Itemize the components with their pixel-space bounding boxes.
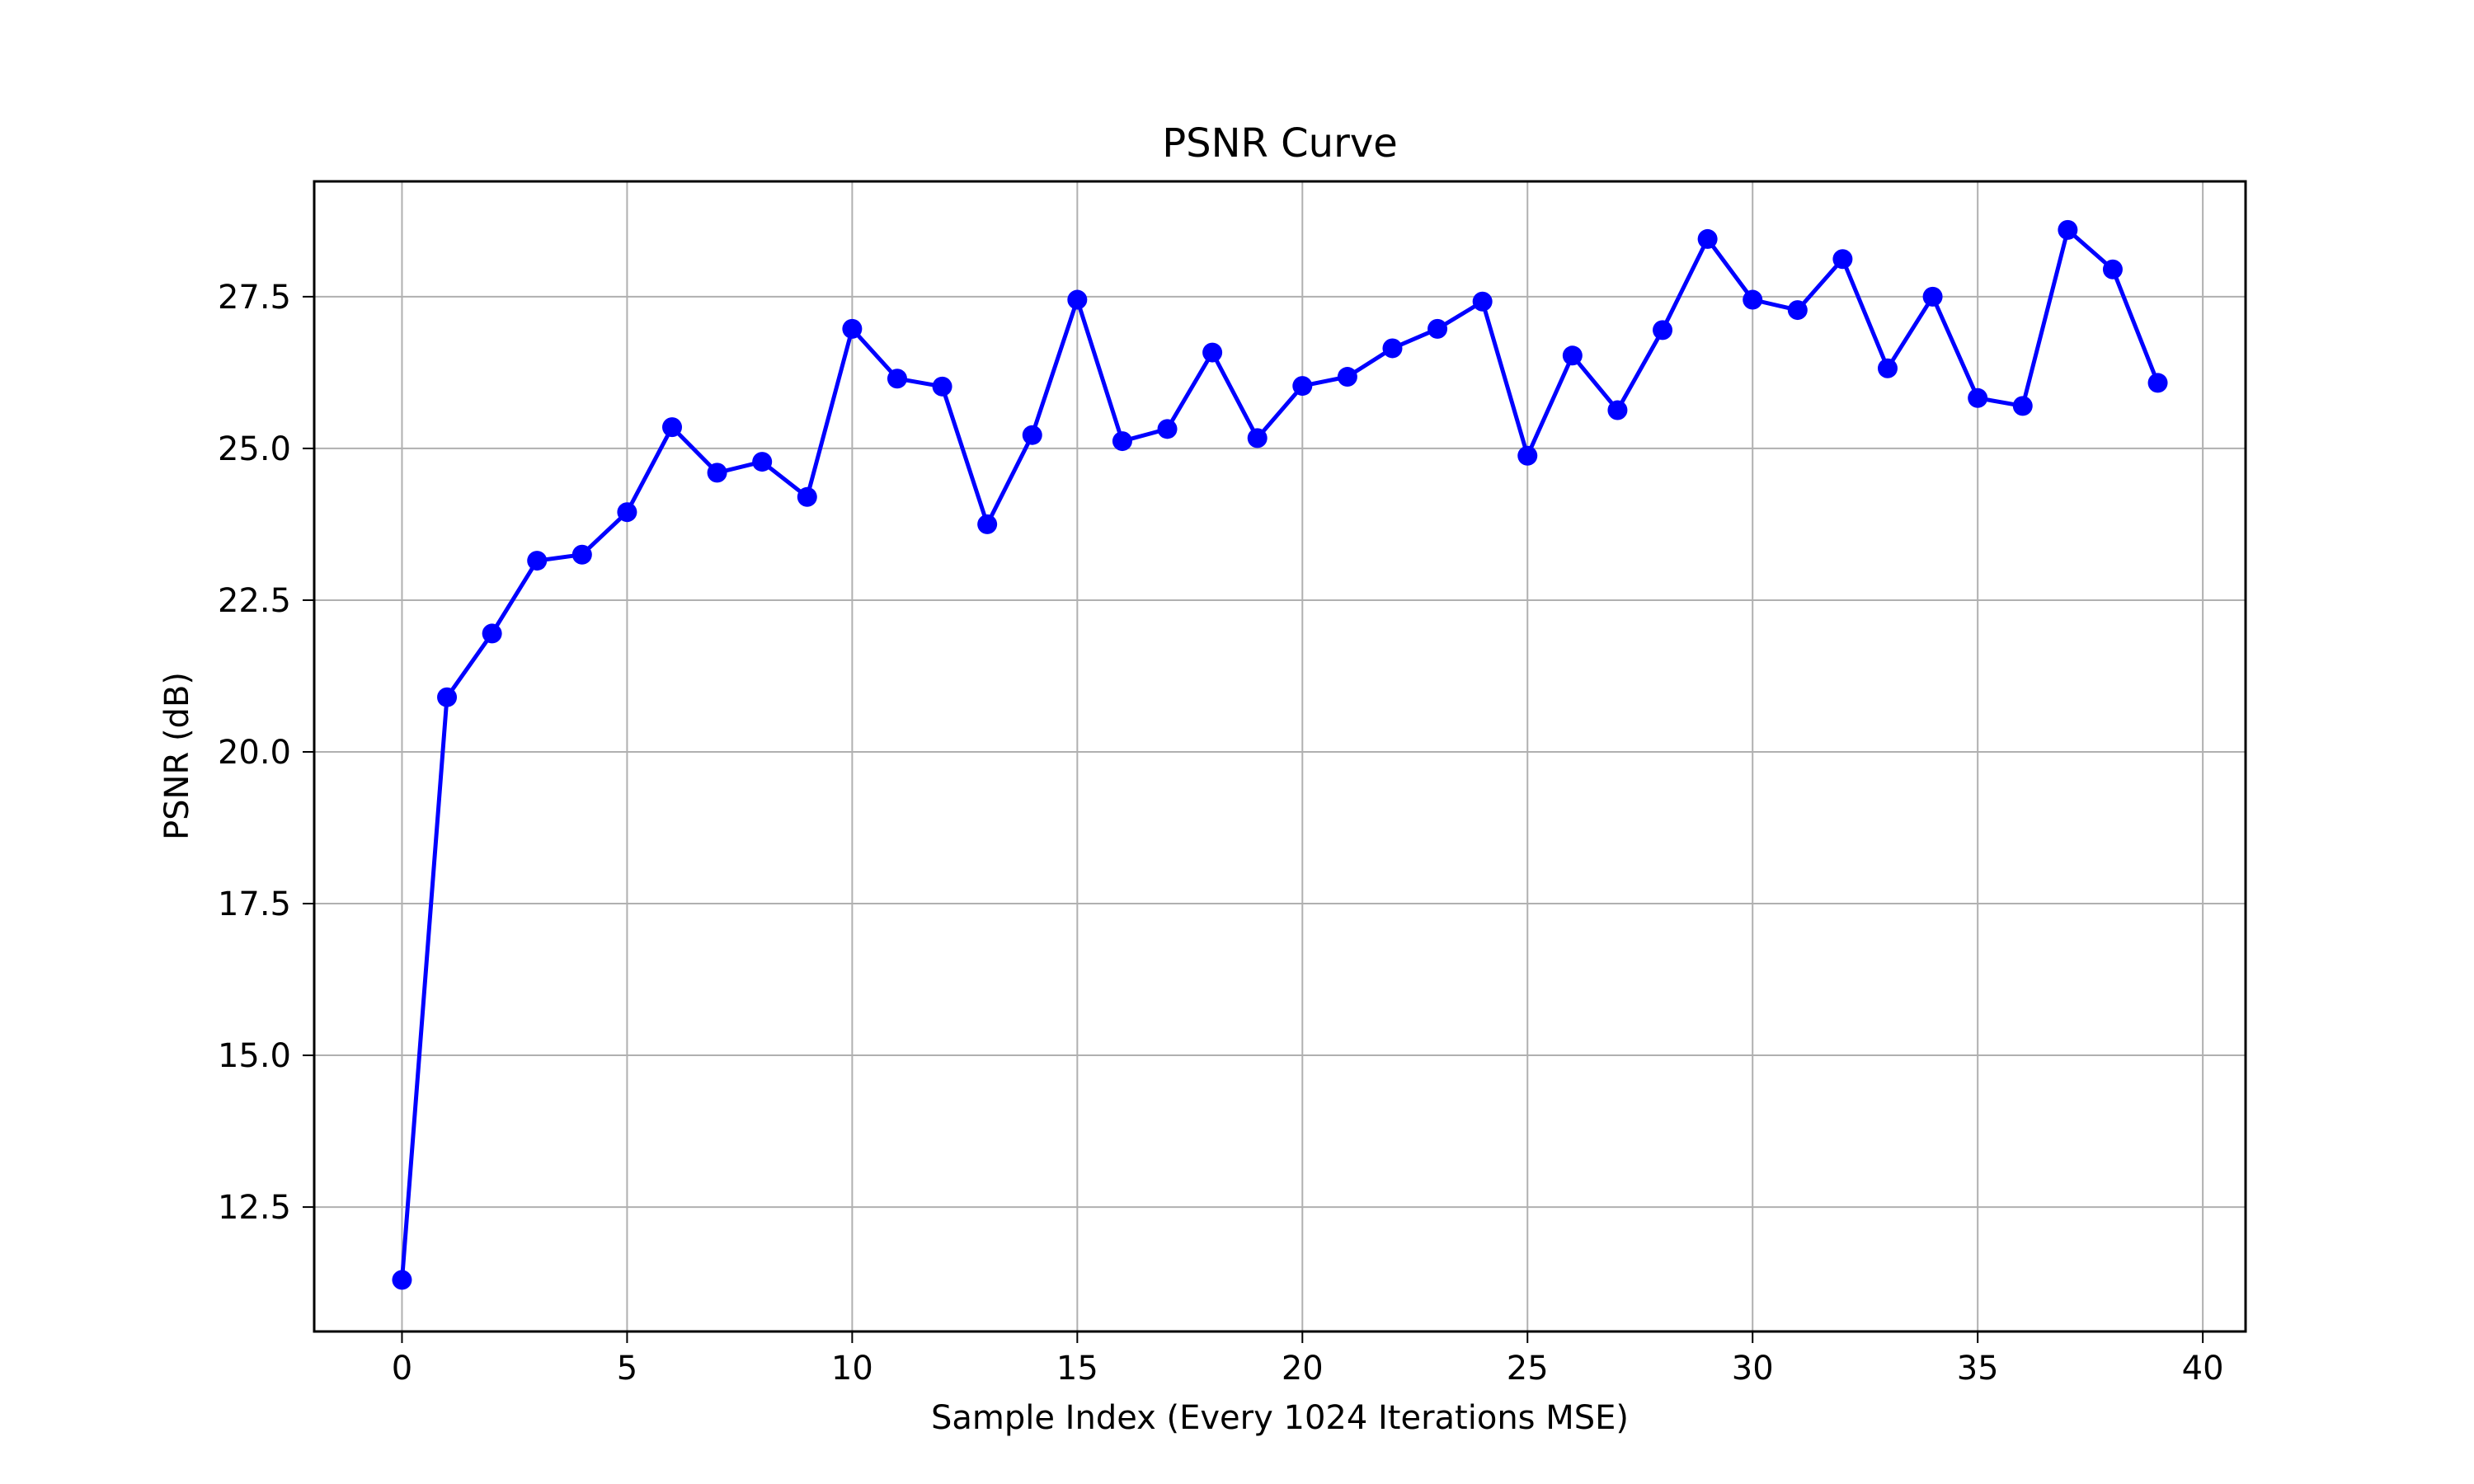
data-point-marker	[1022, 425, 1042, 445]
data-point-marker	[482, 623, 502, 644]
data-point-marker	[1517, 445, 1538, 466]
data-point-marker	[1382, 338, 1403, 359]
data-point-marker	[797, 486, 817, 507]
data-point-marker	[392, 1270, 412, 1290]
data-point-marker	[707, 463, 727, 483]
data-point-marker	[1968, 387, 1988, 408]
data-point-marker	[1562, 345, 1583, 366]
data-point-marker	[932, 376, 952, 397]
x-tick-label: 10	[831, 1350, 873, 1388]
x-tick-label: 25	[1507, 1350, 1549, 1388]
plot-frame	[313, 180, 2247, 1333]
y-tick-label: 27.5	[218, 279, 291, 317]
data-point-marker	[1877, 358, 1898, 378]
x-axis-label: Sample Index (Every 1024 Iterations MSE)	[931, 1399, 1629, 1437]
data-point-marker	[527, 551, 548, 571]
data-point-marker	[662, 417, 683, 438]
data-point-marker	[1743, 289, 1763, 310]
data-point-marker	[1202, 342, 1223, 363]
data-point-marker	[1922, 286, 1943, 307]
data-point-marker	[1427, 318, 1448, 339]
data-point-marker	[752, 452, 773, 472]
data-point-marker	[1292, 376, 1313, 397]
y-tick-label: 25.0	[218, 430, 291, 468]
data-point-marker	[437, 687, 458, 707]
data-point-marker	[1697, 228, 1718, 249]
x-tick-label: 0	[392, 1350, 412, 1388]
x-tick-label: 15	[1056, 1350, 1098, 1388]
data-point-marker	[1832, 249, 1853, 270]
data-point-marker	[1157, 419, 1178, 439]
data-point-marker	[1337, 367, 1357, 387]
x-tick-label: 30	[1732, 1350, 1774, 1388]
data-point-marker	[2058, 219, 2078, 240]
data-point-marker	[1787, 300, 1808, 321]
psnr-series-line	[400, 228, 2160, 1280]
data-point-marker	[977, 514, 998, 534]
axis-ticks: 0 5 10 15 20 25 30 35 40 12.5 15.0 17.5 20.0 22.5 25.0…	[218, 279, 2224, 1388]
y-tick-label: 15.0	[218, 1037, 291, 1075]
x-tick-label: 5	[617, 1350, 637, 1388]
data-point-marker	[1607, 400, 1628, 420]
chart-title: PSNR Curve	[1162, 120, 1398, 167]
data-series	[392, 219, 2168, 1290]
y-tick-label: 22.5	[218, 582, 291, 620]
data-point-marker	[2012, 396, 2033, 416]
y-axis-label: PSNR (dB)	[158, 672, 196, 840]
x-tick-label: 20	[1282, 1350, 1324, 1388]
data-point-marker	[617, 502, 637, 523]
y-tick-label: 17.5	[218, 885, 291, 923]
data-point-marker	[887, 369, 907, 389]
y-tick-label: 20.0	[218, 734, 291, 772]
data-point-marker	[1067, 289, 1088, 310]
data-point-marker	[842, 318, 863, 339]
grid-lines	[314, 181, 2246, 1331]
data-point-marker	[1472, 291, 1493, 312]
data-point-marker	[2147, 373, 2168, 393]
data-point-marker	[1653, 320, 1673, 340]
y-tick-label: 12.5	[218, 1189, 291, 1227]
data-point-marker	[571, 544, 592, 565]
x-tick-label: 35	[1957, 1350, 1999, 1388]
data-point-marker	[1247, 428, 1268, 448]
x-tick-label: 40	[2182, 1350, 2224, 1388]
data-point-marker	[1112, 431, 1132, 452]
data-point-marker	[2102, 259, 2123, 279]
